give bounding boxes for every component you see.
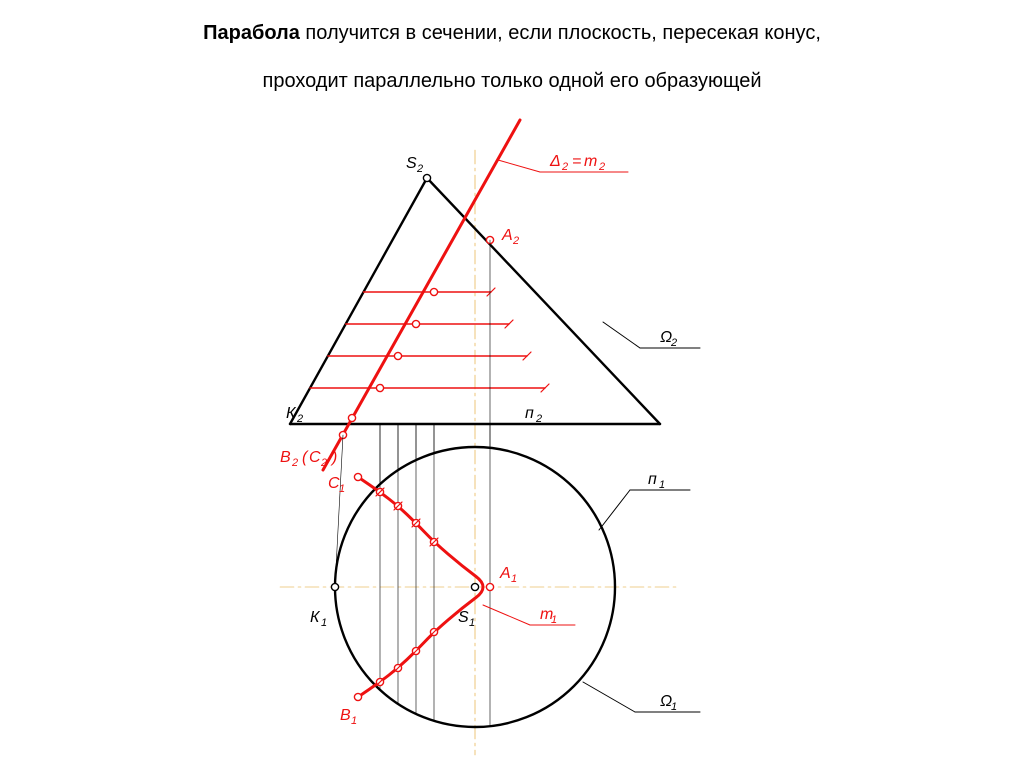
svg-text:Δ: Δ xyxy=(549,153,561,170)
svg-text:2: 2 xyxy=(291,457,298,469)
svg-text:m: m xyxy=(584,153,597,170)
svg-text:2: 2 xyxy=(598,161,605,173)
svg-text:А: А xyxy=(499,565,511,582)
svg-text:1: 1 xyxy=(659,479,665,491)
svg-text:К: К xyxy=(310,609,321,626)
svg-text:S: S xyxy=(458,609,469,626)
svg-text:В: В xyxy=(340,707,351,724)
svg-text:1: 1 xyxy=(671,701,677,713)
svg-text:(: ( xyxy=(302,449,309,466)
svg-text:2: 2 xyxy=(416,163,423,175)
svg-text:S: S xyxy=(406,155,417,172)
svg-text:1: 1 xyxy=(351,715,357,727)
svg-text:1: 1 xyxy=(339,483,345,495)
diagram-svg: S2A2К2п2С1п1А1К1S1m1В1Ω2Ω1В2(С2)Δ2=m2 xyxy=(0,0,1024,767)
svg-text:2: 2 xyxy=(561,161,568,173)
svg-text:п: п xyxy=(525,405,534,422)
svg-text:1: 1 xyxy=(511,573,517,585)
svg-text:2: 2 xyxy=(512,235,519,247)
svg-text:С: С xyxy=(309,449,321,466)
svg-text:1: 1 xyxy=(551,614,557,626)
svg-text:=: = xyxy=(572,153,581,170)
svg-text:2: 2 xyxy=(670,337,677,349)
svg-text:2: 2 xyxy=(296,413,303,425)
svg-text:1: 1 xyxy=(469,617,475,629)
svg-text:К: К xyxy=(286,405,297,422)
svg-text:): ) xyxy=(330,449,337,466)
svg-text:A: A xyxy=(501,227,513,244)
svg-text:В: В xyxy=(280,449,291,466)
svg-text:1: 1 xyxy=(321,617,327,629)
svg-text:2: 2 xyxy=(535,413,542,425)
svg-text:п: п xyxy=(648,471,657,488)
svg-text:2: 2 xyxy=(320,457,327,469)
